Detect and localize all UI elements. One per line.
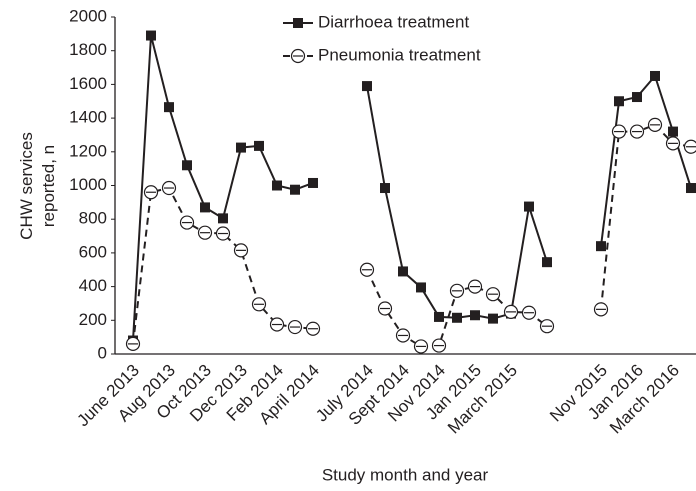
point: [452, 313, 462, 323]
y-tick-label: 2000: [69, 6, 107, 25]
point: [686, 183, 696, 193]
point: [308, 178, 318, 188]
y-tick-label: 1800: [69, 40, 107, 59]
point: [398, 266, 408, 276]
y-axis-title-line: reported, n: [39, 145, 58, 227]
y-axis-title-line: CHW services: [17, 132, 36, 240]
y-tick-label: 0: [98, 343, 107, 362]
point: [650, 71, 660, 81]
x-axis-title: Study month and year: [322, 465, 489, 484]
legend-marker: [293, 18, 303, 28]
point: [434, 312, 444, 322]
legend-label: Pneumonia treatment: [318, 45, 481, 64]
point: [362, 81, 372, 91]
legend-label: Diarrhoea treatment: [318, 12, 469, 31]
y-tick-label: 800: [79, 209, 107, 228]
point: [632, 92, 642, 102]
point: [596, 241, 606, 251]
y-tick-label: 400: [79, 276, 107, 295]
point: [254, 141, 264, 151]
y-tick-label: 1400: [69, 108, 107, 127]
point: [380, 183, 390, 193]
y-tick-label: 1600: [69, 74, 107, 93]
y-tick-label: 1000: [69, 175, 107, 194]
point: [164, 102, 174, 112]
point: [524, 202, 534, 212]
point: [290, 185, 300, 195]
y-tick-label: 600: [79, 242, 107, 261]
y-tick-label: 1200: [69, 141, 107, 160]
point: [416, 282, 426, 292]
point: [236, 143, 246, 153]
y-tick-label: 200: [79, 310, 107, 329]
point: [182, 160, 192, 170]
point: [218, 213, 228, 223]
point: [272, 181, 282, 191]
point: [614, 96, 624, 106]
point: [542, 257, 552, 267]
point: [470, 310, 480, 320]
point: [488, 314, 498, 324]
point: [200, 202, 210, 212]
point: [146, 31, 156, 41]
series-line: [133, 36, 691, 341]
point: [668, 127, 678, 137]
